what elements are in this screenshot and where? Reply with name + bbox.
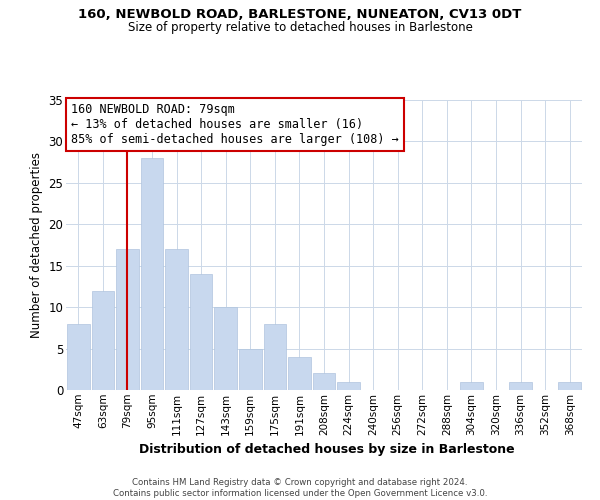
Text: 160, NEWBOLD ROAD, BARLESTONE, NUNEATON, CV13 0DT: 160, NEWBOLD ROAD, BARLESTONE, NUNEATON,…	[79, 8, 521, 20]
Bar	[92, 290, 114, 390]
Bar	[313, 374, 335, 390]
Bar	[509, 382, 532, 390]
Bar	[239, 348, 262, 390]
Bar	[165, 249, 188, 390]
Bar	[190, 274, 212, 390]
Text: 160 NEWBOLD ROAD: 79sqm
← 13% of detached houses are smaller (16)
85% of semi-de: 160 NEWBOLD ROAD: 79sqm ← 13% of detache…	[71, 103, 399, 146]
Bar	[288, 357, 311, 390]
Bar	[460, 382, 483, 390]
Bar	[214, 307, 237, 390]
Text: Size of property relative to detached houses in Barlestone: Size of property relative to detached ho…	[128, 21, 472, 34]
Text: Contains HM Land Registry data © Crown copyright and database right 2024.
Contai: Contains HM Land Registry data © Crown c…	[113, 478, 487, 498]
Y-axis label: Number of detached properties: Number of detached properties	[30, 152, 43, 338]
Bar	[140, 158, 163, 390]
Bar	[263, 324, 286, 390]
Bar	[67, 324, 89, 390]
Bar	[559, 382, 581, 390]
Text: Distribution of detached houses by size in Barlestone: Distribution of detached houses by size …	[139, 442, 515, 456]
Bar	[116, 249, 139, 390]
Bar	[337, 382, 360, 390]
